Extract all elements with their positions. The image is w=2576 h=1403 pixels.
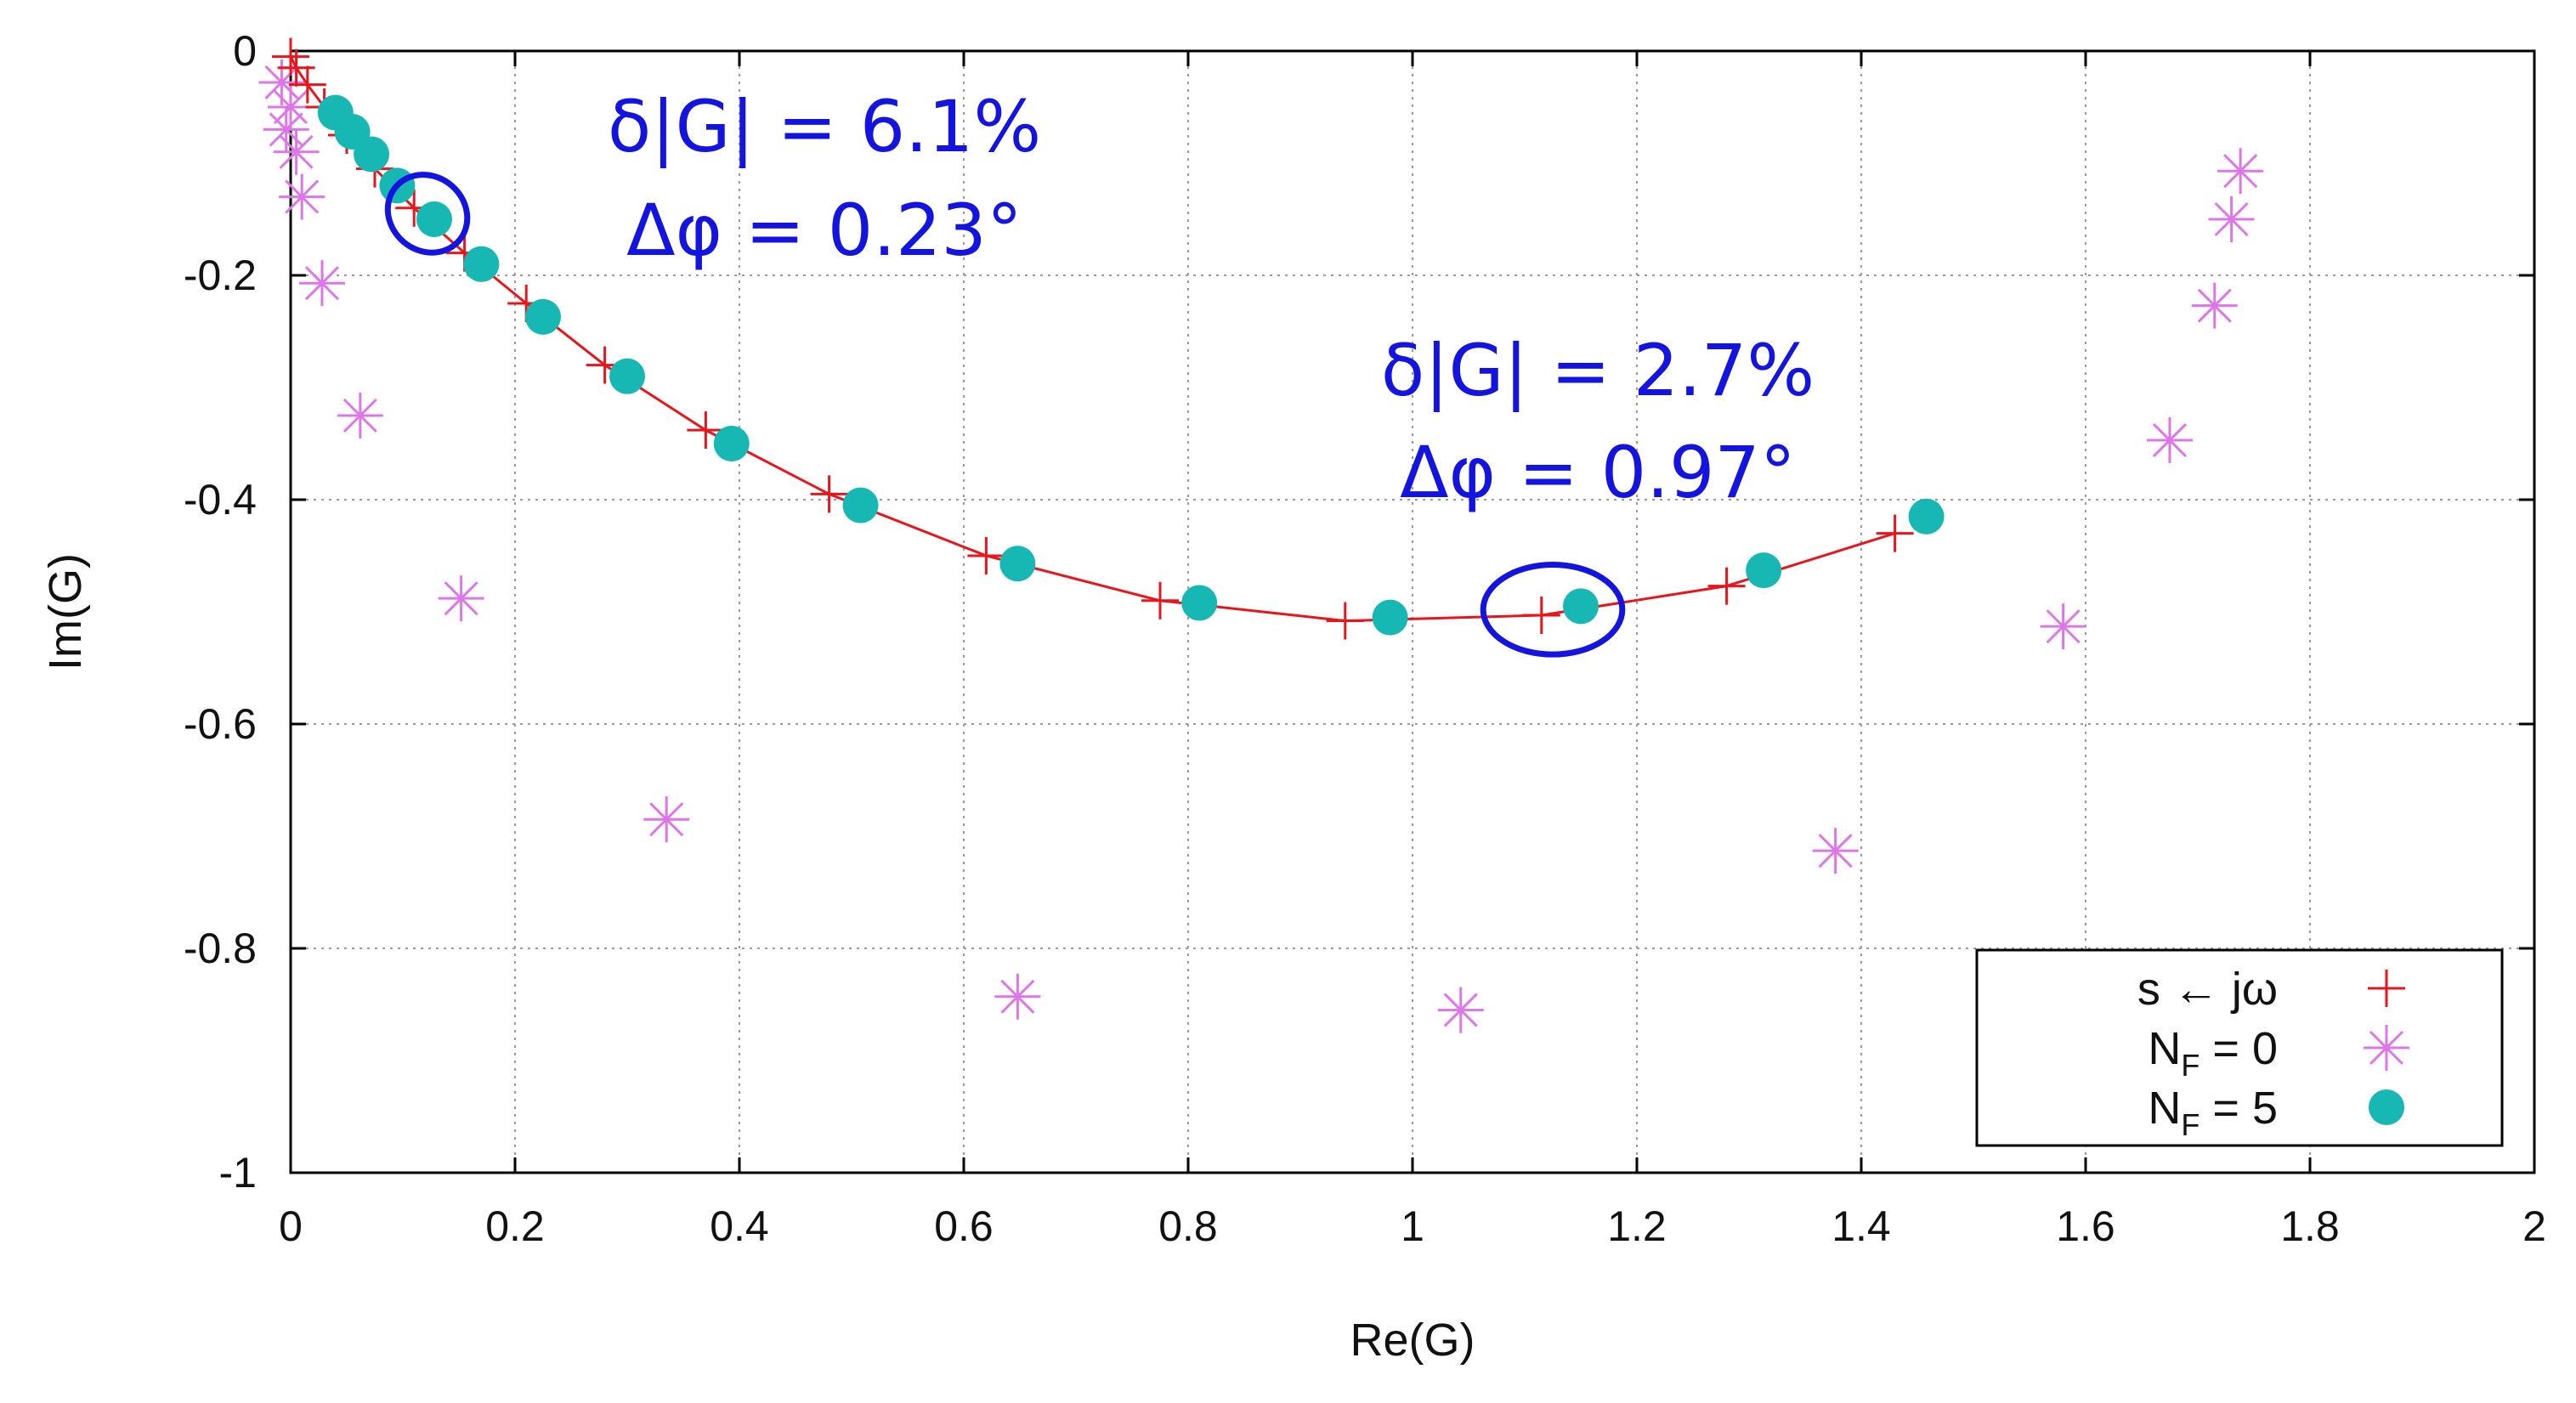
annotation-text: δ|G| = 2.7% xyxy=(1381,329,1815,412)
data-point-circle xyxy=(999,546,1036,582)
annotation-text: δ|G| = 6.1% xyxy=(608,85,1041,168)
series-circle xyxy=(317,94,1945,636)
data-point-plus xyxy=(1326,602,1364,640)
data-point-star xyxy=(298,260,345,307)
annotations: δ|G| = 6.1% Δφ = 0.23° δ|G| = 2.7% Δφ = 0.9… xyxy=(384,85,1815,658)
series-star xyxy=(258,59,2264,1033)
data-point-circle xyxy=(1181,585,1218,621)
legend-entry: NF = 0 xyxy=(2148,1023,2409,1083)
annotation-ellipse xyxy=(1480,562,1626,658)
data-point-star xyxy=(643,796,690,843)
y-tick-label: -0.8 xyxy=(184,925,257,972)
data-point-star xyxy=(1812,828,1859,874)
data-point-star xyxy=(337,393,383,438)
data-point-plus xyxy=(967,537,1005,574)
data-point-circle xyxy=(525,298,561,335)
data-point-plus xyxy=(288,65,326,104)
y-axis-label: Im(G) xyxy=(40,553,91,670)
data-point-circle xyxy=(1372,599,1408,636)
data-point-plus xyxy=(687,411,725,450)
x-tick-label: 1 xyxy=(1401,1202,1424,1250)
legend-marker-circle xyxy=(2369,1089,2404,1125)
y-tick-label: -0.2 xyxy=(184,252,257,299)
y-tick-label: -0.6 xyxy=(184,700,257,748)
annotation: δ|G| = 2.7% Δφ = 0.97° xyxy=(1381,329,1815,658)
annotation-text: Δφ = 0.23° xyxy=(626,189,1022,272)
series-layer xyxy=(258,37,2264,1033)
data-point-plus xyxy=(1707,567,1746,605)
legend-label: NF = 5 xyxy=(2148,1083,2278,1142)
data-point-star xyxy=(1437,987,1484,1033)
data-point-circle xyxy=(842,487,879,523)
x-tick-label: 1.4 xyxy=(1832,1202,1891,1250)
data-point-circle xyxy=(1746,552,1782,589)
x-tick-label: 1.2 xyxy=(1607,1202,1667,1250)
axis-ticks: 0 0.2 0.4 0.6 0.8 1 1.2 1.4 1.6 1.8 2 0 -0.2 -0.4 -0.6… xyxy=(184,27,2546,1250)
legend-marker-star xyxy=(2364,1025,2409,1071)
x-tick-label: 0.2 xyxy=(485,1202,545,1250)
data-point-plus xyxy=(1876,514,1914,552)
data-point-circle xyxy=(609,358,645,394)
annotation-text: Δφ = 0.97° xyxy=(1400,431,1796,514)
annotation: δ|G| = 6.1% Δφ = 0.23° xyxy=(384,85,1041,272)
data-point-star xyxy=(2208,196,2255,242)
legend-label: s ← jω xyxy=(2137,964,2278,1015)
data-point-circle xyxy=(354,136,390,173)
y-tick-label: 0 xyxy=(233,27,257,75)
x-tick-label: 1.8 xyxy=(2280,1202,2340,1250)
data-point-circle xyxy=(713,426,750,461)
data-point-star xyxy=(2191,282,2238,329)
legend: s ← jω NF = 0NF = 5 xyxy=(1975,948,2504,1147)
data-point-star xyxy=(273,128,320,175)
x-tick-label: 0.8 xyxy=(1158,1202,1218,1250)
data-point-plus xyxy=(1522,596,1560,634)
data-point-star xyxy=(2217,148,2264,195)
data-point-star xyxy=(994,973,1041,1020)
data-point-plus xyxy=(1141,581,1179,619)
x-axis-label: Re(G) xyxy=(1350,1315,1475,1366)
x-tick-label: 2 xyxy=(2522,1202,2546,1250)
x-tick-label: 0 xyxy=(279,1202,303,1250)
y-tick-label: -1 xyxy=(219,1149,257,1197)
data-point-star xyxy=(279,173,326,220)
data-point-circle xyxy=(1563,588,1599,625)
data-point-star xyxy=(2040,603,2086,650)
data-point-circle xyxy=(1908,498,1945,535)
data-point-plus xyxy=(272,37,309,76)
annotation-ellipse xyxy=(384,172,471,256)
data-point-circle xyxy=(416,201,452,237)
x-tick-label: 0.4 xyxy=(710,1202,769,1250)
data-point-star xyxy=(2147,417,2193,464)
legend-box xyxy=(1975,948,2504,1147)
legend-entry: s ← jω xyxy=(2137,964,2405,1015)
data-point-plus xyxy=(810,475,848,513)
legend-entry: NF = 5 xyxy=(2148,1083,2404,1142)
data-point-star xyxy=(438,575,484,622)
x-tick-label: 1.6 xyxy=(2056,1202,2115,1250)
data-point-star xyxy=(268,84,314,130)
data-point-circle xyxy=(463,246,500,282)
x-tick-label: 0.6 xyxy=(934,1202,994,1250)
legend-marker-plus xyxy=(2368,970,2405,1007)
y-tick-label: -0.4 xyxy=(184,476,257,523)
legend-label: NF = 0 xyxy=(2148,1023,2278,1083)
